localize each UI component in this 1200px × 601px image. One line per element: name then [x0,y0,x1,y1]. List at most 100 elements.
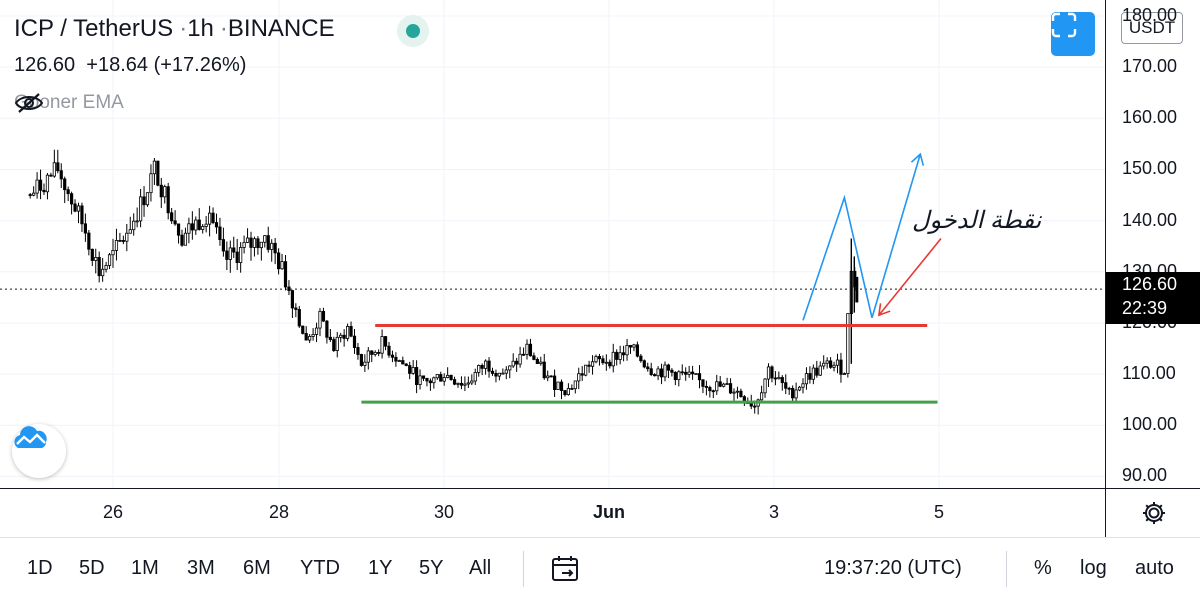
candle-body [649,368,653,375]
auto-scale-toggle[interactable]: auto [1135,557,1174,579]
candle-body [791,387,795,399]
fullscreen-button[interactable] [1051,12,1095,56]
candle-body [32,192,36,196]
date-range-button[interactable] [550,554,580,589]
percent-scale-toggle[interactable]: % [1034,557,1052,579]
candle-body [494,373,498,377]
candle-body [311,334,315,337]
candle-body [508,365,512,371]
candle-body [266,235,270,250]
cloud-logo-icon [14,426,47,448]
interval[interactable]: 1h [187,15,214,42]
candle-body [784,382,788,389]
candle-body [801,383,805,388]
range-button-3m[interactable]: 3M [187,557,215,579]
last-price-label: 126.60 [1122,274,1178,294]
candle-body [559,381,564,391]
candle-body [52,162,56,177]
chart-settings-button[interactable] [1105,488,1200,537]
candle-body [263,235,267,243]
indicator-legend[interactable]: Gooner EMA [14,92,150,114]
range-button-1y[interactable]: 1Y [368,557,393,579]
time-axis[interactable]: 26 28 30 Jun 3 5 [0,488,1105,537]
fullscreen-icon [1051,12,1077,38]
candle-body [452,379,457,385]
candle-body [511,360,515,367]
projection-arrowhead [910,152,925,166]
candle-body [611,351,615,367]
range-button-all[interactable]: All [469,557,492,579]
candle-body [428,380,433,384]
currency-button[interactable]: USDT [1121,12,1183,44]
range-button-1m[interactable]: 1M [131,557,159,579]
time-tick-label: 5 [933,502,945,522]
range-button-5y[interactable]: 5Y [419,557,444,579]
range-button-6m[interactable]: 6M [243,557,271,579]
candle-body [829,360,833,368]
range-button-5d[interactable]: 5D [79,557,105,579]
entry-arrowhead [877,303,891,317]
candle-body [766,366,771,380]
exchange: BINANCE [227,15,335,42]
projection-target-line [871,153,922,319]
last-price: 126.60 [14,54,76,76]
candle-body [325,320,329,338]
candlestick-chart[interactable] [0,0,1105,488]
candle-body [280,261,284,270]
tradingview-logo-button[interactable] [12,424,66,478]
candle-body [418,375,422,385]
candle-body [194,219,198,231]
candle-body [653,374,657,377]
candle-body [818,365,822,376]
candle-body [90,248,94,261]
candle-body [63,178,67,191]
candle-body [463,383,467,386]
candle-body [87,232,91,250]
range-button-1d[interactable]: 1D [27,557,53,579]
log-scale-toggle[interactable]: log [1080,557,1107,579]
candle-body [107,254,112,266]
chart-pane[interactable]: ICP / TetherUS ·1h ·BINANCE 126.60 +18.64 … [0,0,1105,488]
price-tick-label: 110.00 [1122,363,1176,384]
candle-body [839,359,843,375]
candle-body [249,237,253,248]
candle-body [697,373,702,381]
candle-body [156,160,160,186]
range-button-ytd[interactable]: YTD [300,557,340,579]
price-tick-label: 160.00 [1122,107,1178,128]
projection-spike-path [802,194,873,321]
candle-body [587,364,591,367]
candle-body [128,229,132,234]
candle-body [804,373,809,385]
symbol-legend: ICP / TetherUS ·1h ·BINANCE [14,15,335,42]
candle-body [425,377,429,382]
candle-body [656,368,660,377]
candle-body [666,364,671,371]
candle-body [114,240,119,251]
candle-body [515,360,519,365]
candle-body [711,390,715,393]
utc-clock[interactable]: 19:37:20 (UTC) [824,557,962,579]
gear-icon [1142,502,1165,524]
candle-body [104,265,108,270]
candle-body [321,310,326,322]
candle-body [401,360,405,365]
candle-body [173,220,177,225]
indicator-name[interactable]: Gooner EMA [14,92,124,113]
price-axis[interactable]: USDT 180.00 170.00 160.00 150.00 140.00 130.0… [1105,0,1200,488]
candle-body [207,212,212,225]
candle-body [446,374,450,378]
candle-body [822,362,826,367]
candle-body [566,388,571,396]
market-status-icon[interactable] [397,15,429,47]
candle-body [532,355,536,360]
candle-body [701,379,705,387]
candle-body [145,192,150,206]
candle-body [480,365,484,369]
candle-body [646,366,650,370]
toolbar-divider [1006,551,1007,587]
symbol-name[interactable]: ICP / TetherUS [14,15,174,42]
candle-body [815,367,819,376]
candle-body [242,241,246,248]
candle-body [715,381,719,392]
